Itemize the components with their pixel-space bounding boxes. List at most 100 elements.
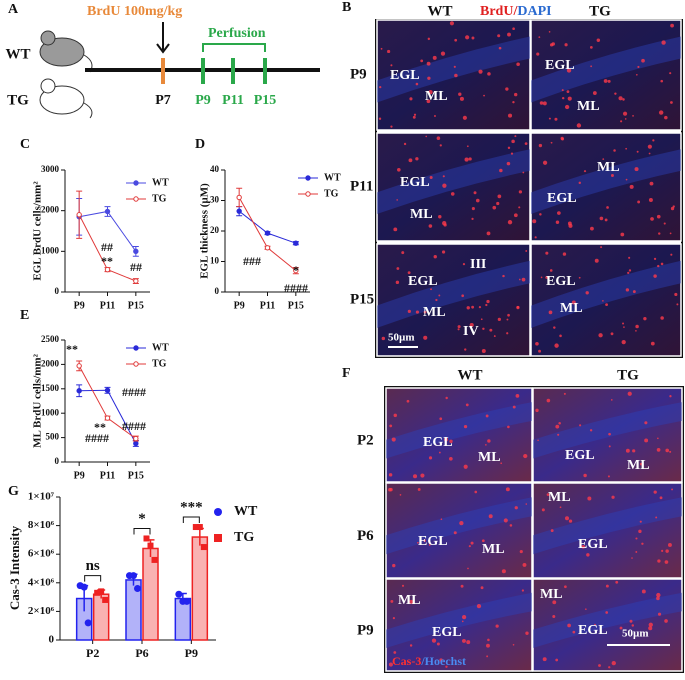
cell-signal <box>647 144 652 149</box>
cell-signal <box>435 298 438 302</box>
region-label: EGL <box>390 68 420 83</box>
cell-signal <box>392 617 395 620</box>
cell-signal <box>440 51 446 56</box>
cell-signal <box>594 623 596 626</box>
cell-signal <box>507 313 510 317</box>
cell-signal <box>438 451 441 454</box>
cell-signal <box>564 43 568 47</box>
cell-signal <box>625 147 628 150</box>
cell-signal <box>516 62 520 67</box>
cell-signal <box>532 219 537 224</box>
cell-signal <box>492 205 497 210</box>
cell-signal <box>644 438 649 443</box>
data-point <box>183 597 191 605</box>
x-tick-label: P6 <box>135 646 148 660</box>
cell-signal <box>653 490 657 494</box>
region-label: IV <box>463 324 479 339</box>
cell-signal <box>623 326 625 328</box>
region-label: ML <box>423 305 446 320</box>
cell-signal <box>430 288 433 291</box>
cell-signal <box>632 290 636 294</box>
mouse-label: WT <box>5 46 30 62</box>
cell-signal <box>470 541 474 545</box>
cell-signal <box>393 413 397 418</box>
y-tick-label: 500 <box>46 432 60 442</box>
cell-signal <box>459 520 464 526</box>
cell-signal <box>378 117 382 120</box>
cell-signal <box>443 437 448 442</box>
arrow <box>156 22 170 54</box>
column-label: TG <box>617 367 639 383</box>
annotation: ## <box>130 260 142 274</box>
point <box>293 267 299 274</box>
cell-signal <box>541 508 545 512</box>
cell-signal <box>486 643 490 648</box>
cell-signal <box>486 299 490 304</box>
cell-signal <box>648 626 653 631</box>
cell-signal <box>499 168 503 173</box>
cell-signal <box>420 59 424 63</box>
cell-signal <box>635 324 639 329</box>
significance: ns <box>86 558 100 574</box>
cell-signal <box>550 529 554 533</box>
cell-signal <box>482 327 485 331</box>
cell-signal <box>563 392 566 395</box>
cell-signal <box>635 551 638 553</box>
legend-marker <box>133 196 139 202</box>
cell-signal <box>480 318 483 321</box>
cell-signal <box>465 403 469 407</box>
bar <box>191 536 209 641</box>
cell-signal <box>564 104 570 110</box>
cell-signal <box>462 263 466 266</box>
cell-signal <box>518 206 521 209</box>
cell-signal <box>648 622 653 627</box>
cell-signal <box>399 494 402 496</box>
data-point <box>102 596 109 603</box>
cell-signal <box>521 589 525 592</box>
cell-signal <box>534 236 537 239</box>
cell-signal <box>568 223 573 228</box>
cell-signal <box>546 493 550 496</box>
y-tick-label: 2×10⁶ <box>28 605 55 617</box>
cell-signal <box>622 322 625 325</box>
cell-signal <box>468 157 472 161</box>
region-label: ML <box>398 593 421 608</box>
cell-signal <box>636 150 639 153</box>
cell-signal <box>656 596 660 601</box>
cell-signal <box>644 421 648 425</box>
cell-signal <box>465 35 470 40</box>
cell-signal <box>635 330 637 332</box>
micrograph <box>385 482 533 579</box>
mouse-wt <box>39 30 93 73</box>
cell-signal <box>449 439 453 444</box>
cell-signal <box>461 638 466 643</box>
cell-signal <box>559 334 562 338</box>
cell-signal <box>416 541 419 544</box>
cell-signal <box>643 316 647 321</box>
region-label: EGL <box>418 534 448 549</box>
cell-signal <box>628 256 631 259</box>
cell-signal <box>493 335 496 337</box>
cell-signal <box>664 619 668 623</box>
tissue-band <box>377 260 530 328</box>
cell-signal <box>670 23 674 28</box>
data-point <box>98 588 105 595</box>
region-label: ML <box>540 587 563 602</box>
legend-marker <box>305 175 311 181</box>
scale-label: 50µm <box>622 628 649 640</box>
cell-signal <box>607 79 611 83</box>
mouse-tg <box>39 78 93 119</box>
cell-signal <box>567 96 572 101</box>
cell-signal <box>478 69 483 74</box>
cell-signal <box>521 277 526 282</box>
cell-signal <box>576 123 582 128</box>
cell-signal <box>442 183 447 188</box>
cell-signal <box>393 651 397 654</box>
cell-signal <box>610 399 613 401</box>
cell-signal <box>428 456 433 460</box>
cell-signal <box>561 89 564 92</box>
cell-signal <box>634 167 639 172</box>
cell-signal <box>584 608 587 611</box>
cell-signal <box>503 518 508 523</box>
cell-signal <box>486 655 489 658</box>
